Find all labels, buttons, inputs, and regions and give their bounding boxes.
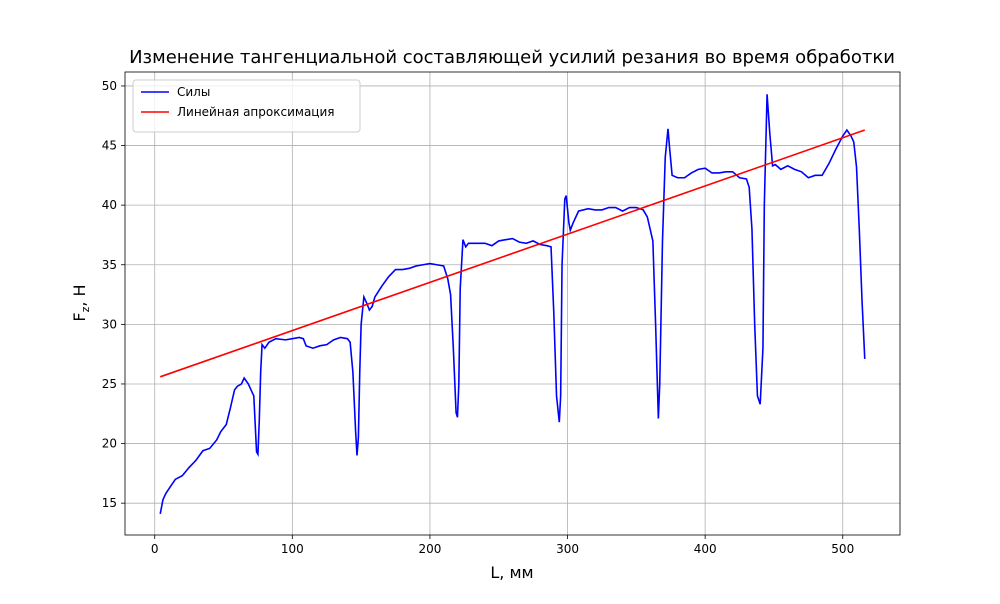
legend-box — [132, 79, 361, 133]
y-tick-label: 25 — [102, 377, 117, 391]
x-tick-label: 300 — [556, 542, 579, 556]
x-tick-label: 0 — [151, 542, 159, 556]
x-tick-label: 100 — [281, 542, 304, 556]
legend-label: Силы — [177, 85, 210, 99]
x-axis-label: L, мм — [490, 563, 533, 582]
x-tick-label: 500 — [831, 542, 854, 556]
y-label-main: F — [70, 312, 89, 321]
y-tick-label: 20 — [102, 437, 117, 451]
x-tick-label: 400 — [694, 542, 717, 556]
y-tick-label: 40 — [102, 198, 117, 212]
data-line — [159, 94, 866, 515]
y-tick-label: 35 — [102, 258, 117, 272]
y-label-rest: , H — [70, 284, 89, 306]
y-tick-label: 15 — [102, 496, 117, 510]
y-tick-label: 50 — [102, 79, 117, 93]
plot-frame — [124, 71, 901, 536]
y-tick-label: 45 — [102, 139, 117, 153]
data-line — [159, 129, 866, 378]
y-axis-label: Fz, H — [70, 284, 92, 321]
legend-label: Линейная апроксимация — [177, 105, 334, 119]
y-label-sub: z — [79, 306, 92, 312]
x-tick-label: 200 — [418, 542, 441, 556]
y-tick-label: 30 — [102, 317, 117, 331]
chart-title: Изменение тангенциальной составляющей ус… — [129, 47, 895, 68]
